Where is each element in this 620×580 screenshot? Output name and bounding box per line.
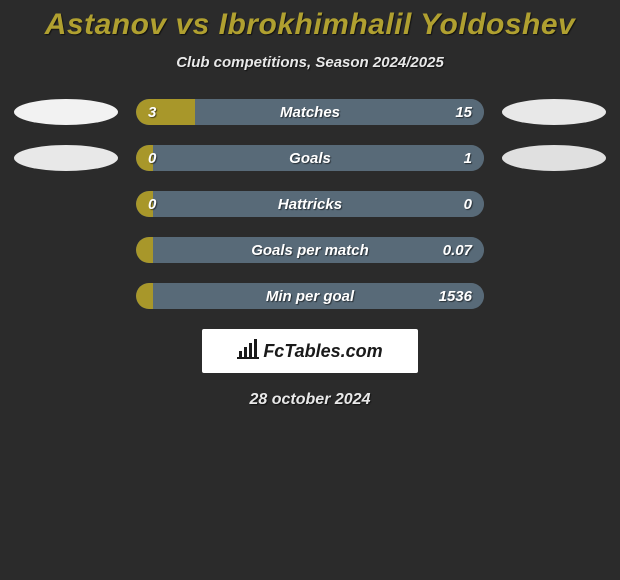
logo-text: FcTables.com: [263, 341, 382, 362]
stat-label: Hattricks: [136, 191, 484, 217]
stat-bar: 0Hattricks0: [136, 191, 484, 217]
page-title: Astanov vs Ibrokhimhalil Yoldoshev: [0, 8, 620, 42]
stat-label: Min per goal: [136, 283, 484, 309]
stat-value-right: 0.07: [443, 237, 472, 263]
player-right-ellipse: [502, 99, 606, 125]
logo-box[interactable]: FcTables.com: [202, 329, 418, 373]
stat-row: 3Matches15: [0, 99, 620, 125]
player-right-ellipse: [502, 145, 606, 171]
player-left-ellipse: [14, 99, 118, 125]
stat-bar: 3Matches15: [136, 99, 484, 125]
stat-rows: 3Matches150Goals10Hattricks0Goals per ma…: [0, 99, 620, 309]
stat-value-right: 15: [455, 99, 472, 125]
page-subtitle: Club competitions, Season 2024/2025: [0, 54, 620, 71]
stat-row: Goals per match0.07: [0, 237, 620, 263]
stat-row: 0Goals1: [0, 145, 620, 171]
stat-bar: Min per goal1536: [136, 283, 484, 309]
stat-label: Goals: [136, 145, 484, 171]
stat-row: Min per goal1536: [0, 283, 620, 309]
date-text: 28 october 2024: [0, 391, 620, 409]
stat-bar: 0Goals1: [136, 145, 484, 171]
stat-bar: Goals per match0.07: [136, 237, 484, 263]
stat-value-right: 1: [464, 145, 472, 171]
stat-label: Matches: [136, 99, 484, 125]
stat-label: Goals per match: [136, 237, 484, 263]
stat-row: 0Hattricks0: [0, 191, 620, 217]
chart-icon: [237, 339, 259, 364]
comparison-infographic: Astanov vs Ibrokhimhalil Yoldoshev Club …: [0, 0, 620, 409]
stat-value-right: 1536: [439, 283, 472, 309]
player-left-ellipse: [14, 145, 118, 171]
stat-value-right: 0: [464, 191, 472, 217]
